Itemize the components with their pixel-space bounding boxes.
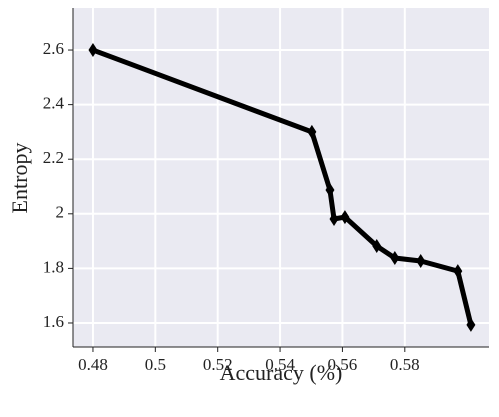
y-tick-label: 2 bbox=[56, 203, 65, 222]
x-tick-label: 0.48 bbox=[78, 355, 108, 374]
marker bbox=[307, 124, 317, 139]
y-tick-label: 2.2 bbox=[43, 148, 64, 167]
x-tick-label: 0.52 bbox=[203, 355, 233, 374]
marker bbox=[453, 264, 463, 279]
x-tick-label: 0.56 bbox=[328, 355, 358, 374]
data-line bbox=[92, 47, 474, 326]
y-tick-label: 1.6 bbox=[43, 312, 64, 331]
x-tick-label: 0.58 bbox=[390, 355, 420, 374]
marker bbox=[88, 43, 98, 58]
x-axis-label: Accuracy (%) bbox=[220, 360, 343, 385]
marker bbox=[325, 183, 335, 198]
marker bbox=[372, 239, 382, 254]
y-tick-label: 2.6 bbox=[43, 39, 64, 58]
y-axis-label: Entropy bbox=[7, 143, 32, 214]
marker bbox=[329, 211, 339, 226]
marker bbox=[466, 317, 476, 332]
marker bbox=[340, 210, 350, 225]
marker bbox=[390, 251, 400, 266]
y-tick-label: 1.8 bbox=[43, 257, 64, 276]
x-tick-label: 0.5 bbox=[145, 355, 166, 374]
marker bbox=[416, 254, 426, 269]
x-tick-label: 0.54 bbox=[265, 355, 295, 374]
y-tick-label: 2.4 bbox=[43, 94, 65, 113]
